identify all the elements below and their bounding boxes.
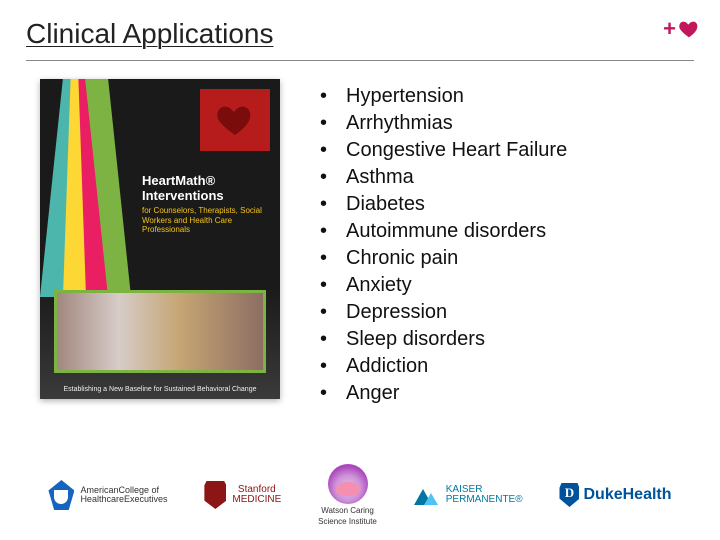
list-item: Chronic pain: [320, 245, 567, 272]
duke-text: DukeHealth: [583, 486, 671, 504]
list-item: Asthma: [320, 164, 567, 191]
title-area: Clinical Applications: [0, 0, 720, 56]
cover-heart-icon: [200, 89, 270, 151]
watson-text-2: Science Institute: [318, 517, 377, 526]
heart-icon: [678, 18, 700, 40]
corner-plus-heart-logo: +: [663, 16, 700, 42]
list-item: Autoimmune disorders: [320, 218, 567, 245]
content-row: HeartMath® Interventions for Counselors,…: [0, 61, 720, 407]
list-item: Anger: [320, 380, 567, 407]
list-item: Diabetes: [320, 191, 567, 218]
cover-color-stripes: [40, 79, 131, 297]
cover-main-title: HeartMath® Interventions: [142, 173, 274, 203]
stanford-text: Stanford MEDICINE: [232, 485, 281, 506]
cover-bottom-caption: Establishing a New Baseline for Sustaine…: [40, 386, 280, 393]
list-item: Congestive Heart Failure: [320, 137, 567, 164]
stanford-shield-icon: [204, 481, 226, 509]
bullet-list: Hypertension Arrhythmias Congestive Hear…: [320, 79, 567, 407]
watson-logo: Watson Caring Science Institute: [318, 464, 377, 526]
cover-title-band: HeartMath® Interventions for Counselors,…: [136, 169, 280, 239]
duke-shield-icon: [559, 483, 579, 507]
footer-logo-strip: AmericanCollege of HealthcareExecutives …: [0, 464, 720, 526]
stanford-logo: Stanford MEDICINE: [204, 481, 281, 509]
plus-icon: +: [663, 16, 676, 42]
list-item: Arrhythmias: [320, 110, 567, 137]
kaiser-thrive-icon: [414, 485, 440, 505]
ache-logo: AmericanCollege of HealthcareExecutives: [48, 480, 167, 510]
lotus-icon: [328, 464, 368, 504]
ache-icon: [48, 480, 74, 510]
slide-title: Clinical Applications: [26, 18, 720, 50]
list-item: Addiction: [320, 353, 567, 380]
duke-logo: DukeHealth: [559, 483, 671, 507]
list-item: Depression: [320, 299, 567, 326]
list-item: Hypertension: [320, 83, 567, 110]
watson-text-1: Watson Caring: [321, 506, 374, 515]
cover-sub-title: for Counselors, Therapists, Social Worke…: [142, 206, 274, 235]
list-item: Anxiety: [320, 272, 567, 299]
cover-photo-placeholder: [54, 290, 265, 373]
ache-text: AmericanCollege of HealthcareExecutives: [80, 486, 167, 505]
list-item: Sleep disorders: [320, 326, 567, 353]
kaiser-text: KAISER PERMANENTE®: [446, 485, 523, 506]
book-cover-image: HeartMath® Interventions for Counselors,…: [40, 79, 280, 399]
kaiser-logo: KAISER PERMANENTE®: [414, 485, 523, 506]
